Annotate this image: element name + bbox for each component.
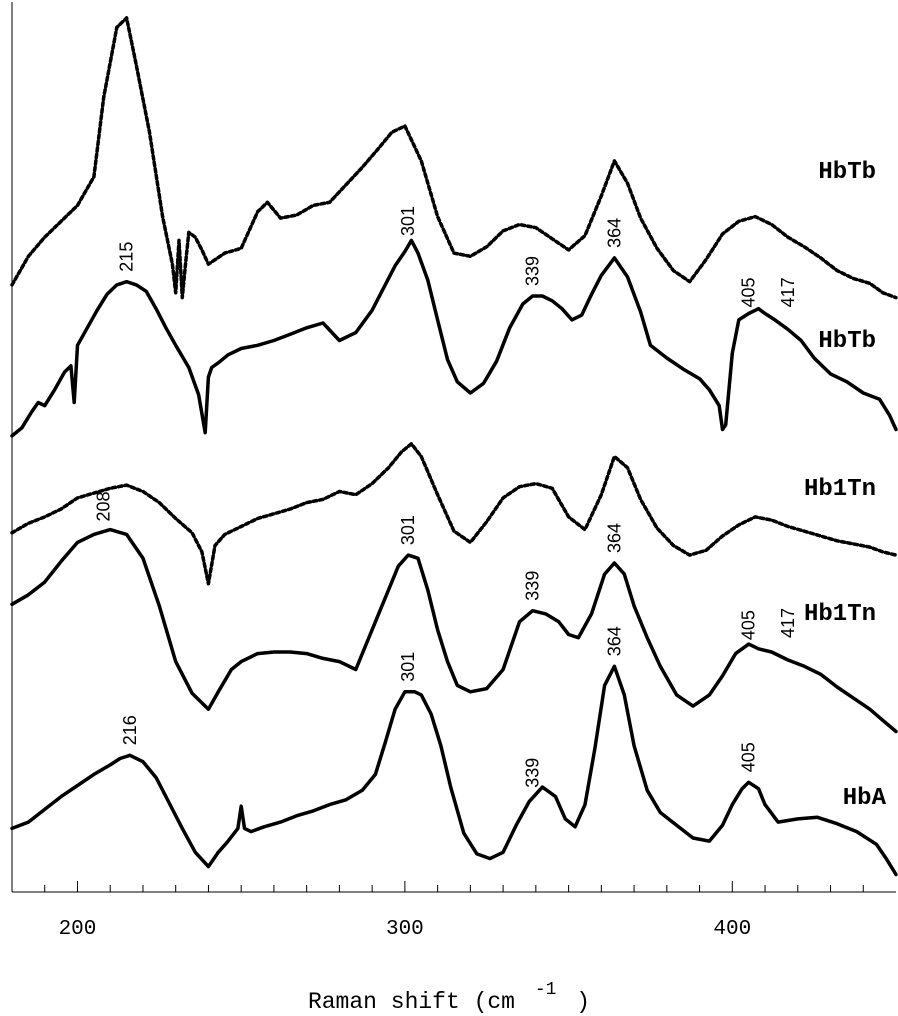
- x-axis-title-exponent: -1: [535, 980, 557, 1000]
- peak-labels: 215 301 339 364 405 417 208 301 339 364 405 417 216 3…: [94, 206, 798, 788]
- peak-label: 339: [523, 256, 543, 286]
- series-line-3: [10, 442, 898, 586]
- series-labels: HbTb HbTb Hb1Tn Hb1Tn HbA: [804, 159, 887, 812]
- x-axis-title-close: ): [576, 989, 590, 1015]
- spectra-traces: [10, 16, 898, 877]
- peak-label: 364: [604, 523, 624, 553]
- series-line-1: [10, 16, 898, 300]
- series-line-4: [10, 527, 898, 734]
- x-axis-title-main: Raman shift (cm: [308, 989, 515, 1015]
- peak-label: 364: [604, 218, 624, 248]
- peak-label: 216: [120, 715, 140, 745]
- peak-label: 339: [523, 571, 543, 601]
- x-axis: 200 300 400: [44, 881, 864, 941]
- peak-label: 405: [739, 610, 759, 640]
- x-axis-title: Raman shift (cm -1 ): [308, 975, 590, 1015]
- peak-label: 364: [604, 626, 624, 656]
- peak-label: 405: [739, 742, 759, 772]
- series-label-1: HbTb: [818, 159, 876, 186]
- plot-frame: [11, 2, 896, 893]
- x-tick-label: 300: [386, 918, 424, 941]
- peak-label: 301: [398, 515, 418, 545]
- series-line-2: [10, 238, 898, 438]
- peak-label: 215: [117, 242, 137, 272]
- peak-label: 417: [778, 277, 798, 307]
- peak-label: 417: [778, 608, 798, 638]
- peak-label: 301: [398, 206, 418, 236]
- series-label-4: Hb1Tn: [804, 601, 876, 628]
- peak-label: 339: [523, 758, 543, 788]
- series-line-5: [10, 664, 898, 877]
- x-tick-label: 400: [713, 918, 751, 941]
- peak-label: 405: [739, 277, 759, 307]
- series-label-3: Hb1Tn: [804, 476, 876, 503]
- series-label-5: HbA: [843, 785, 887, 812]
- peak-label: 208: [94, 491, 114, 521]
- peak-label: 301: [398, 652, 418, 682]
- x-tick-label: 200: [59, 918, 97, 941]
- series-label-2: HbTb: [818, 328, 876, 355]
